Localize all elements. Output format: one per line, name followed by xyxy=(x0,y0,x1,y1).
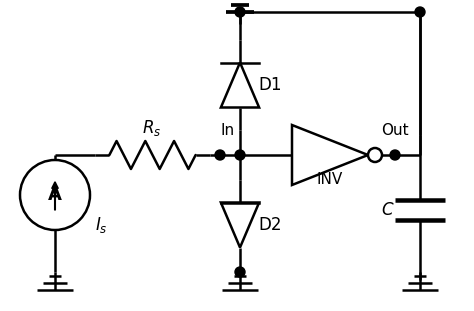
Text: D1: D1 xyxy=(258,76,282,94)
Circle shape xyxy=(415,7,425,17)
Circle shape xyxy=(235,267,245,277)
Circle shape xyxy=(215,150,225,160)
Text: INV: INV xyxy=(317,172,343,187)
Circle shape xyxy=(235,150,245,160)
Text: $R_s$: $R_s$ xyxy=(142,118,162,138)
Text: Out: Out xyxy=(381,123,409,138)
Circle shape xyxy=(390,150,400,160)
Text: In: In xyxy=(221,123,235,138)
Text: C: C xyxy=(382,201,393,219)
Circle shape xyxy=(235,7,245,17)
Text: D2: D2 xyxy=(258,216,282,234)
Text: A: A xyxy=(48,186,62,204)
Text: $I_s$: $I_s$ xyxy=(95,215,108,235)
